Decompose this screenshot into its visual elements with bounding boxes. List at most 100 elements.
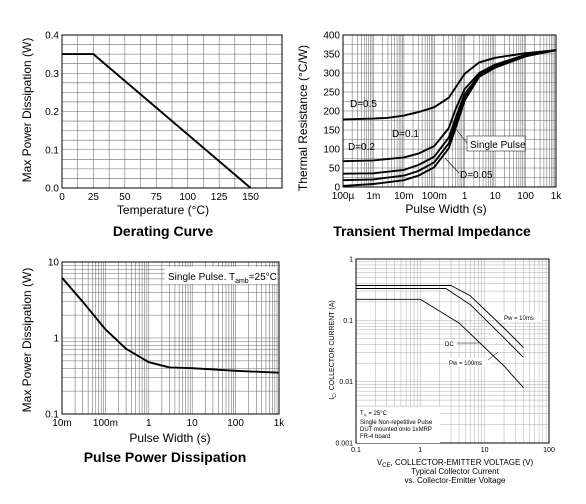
derating-x-label: Temperature (°C) bbox=[117, 203, 209, 217]
single-pulse-box bbox=[466, 135, 526, 152]
pulse-grid bbox=[61, 261, 280, 415]
collector-ticks: 0.1 1 10 100 0.001 0.01 0.1 1 bbox=[335, 256, 554, 454]
pulse-note-box bbox=[165, 267, 277, 284]
y-tick-label: 350 bbox=[323, 50, 340, 61]
y-tick-label: 250 bbox=[323, 88, 340, 99]
thermal-ticks: 100µ 1m 10m 100m 1 10 100 1k 0 50 100 150 200 250 300 3… bbox=[323, 31, 562, 203]
y-tick-label: 1 bbox=[349, 256, 353, 263]
series-line-d-0-2 bbox=[342, 49, 557, 163]
x-tick-label: 0.1 bbox=[351, 447, 361, 454]
x-tick-label: 25 bbox=[88, 192, 100, 203]
x-tick-label: 100 bbox=[517, 191, 534, 202]
x-tick-label: 100m bbox=[93, 418, 118, 429]
y-tick-label: 0.01 bbox=[339, 379, 353, 386]
dc-box bbox=[443, 339, 457, 348]
d005-pointer bbox=[444, 157, 460, 174]
collector-label-pw100: Pw = 100ms bbox=[449, 361, 482, 367]
derating-series bbox=[62, 53, 252, 189]
x-tick-label: 10m bbox=[52, 418, 71, 429]
x-tick-label: 100 bbox=[543, 447, 555, 454]
x-tick-label: 100µ bbox=[332, 191, 355, 202]
pulse-note: Single Pulse. Tamb=25°C bbox=[168, 272, 277, 285]
series-line-pw-10ms bbox=[356, 285, 524, 348]
x-tick-label: 125 bbox=[211, 192, 228, 203]
derating-chart: 0 25 50 75 100 125 150 0.0 0.1 0.2 0.3 0.4 Temperat… bbox=[20, 31, 283, 239]
y-tick-label: 0.1 bbox=[343, 318, 353, 325]
thermal-y-label: Thermal Resistance (°C/W) bbox=[296, 45, 310, 191]
collector-current-chart: 0.1 1 10 100 0.001 0.01 0.1 1 VCE, COLLECTOR-EM… bbox=[329, 256, 555, 485]
derating-grid bbox=[61, 34, 283, 189]
x-tick-label: 10 bbox=[187, 418, 199, 429]
y-tick-label: 100 bbox=[323, 145, 340, 156]
collector-y-label: IC, COLLECTOR CURRENT (A) bbox=[329, 300, 338, 399]
x-tick-label: 1m bbox=[366, 191, 380, 202]
derating-y-label: Max Power Dissipation (W) bbox=[20, 38, 34, 183]
y-tick-label: 0.001 bbox=[335, 440, 353, 447]
pw100-pointer bbox=[487, 351, 499, 361]
x-tick-label: 1 bbox=[462, 191, 468, 202]
y-tick-label: 300 bbox=[323, 69, 340, 80]
pulse-power-chart: 10m 100m 1 10 100 1k 0.1 1 10 Pulse Width (s) Ma… bbox=[20, 258, 285, 466]
collector-label-pw10: Pw = 10ms bbox=[504, 316, 534, 322]
y-tick-label: 50 bbox=[329, 164, 341, 175]
y-tick-label: 1 bbox=[53, 334, 59, 345]
derating-ticks: 0 25 50 75 100 125 150 0.0 0.1 0.2 0.3 0.4 bbox=[45, 31, 259, 204]
pw100-box bbox=[447, 358, 491, 367]
series-line-d-0-5 bbox=[342, 49, 557, 121]
plot-frame bbox=[355, 258, 550, 444]
pulse-title: Pulse Power Dissipation bbox=[84, 449, 247, 465]
x-tick-label: 100 bbox=[227, 418, 244, 429]
x-tick-label: 10 bbox=[481, 447, 489, 454]
x-tick-label: 100 bbox=[179, 192, 196, 203]
y-tick-label: 400 bbox=[323, 31, 340, 42]
pw10-box bbox=[502, 313, 542, 322]
y-tick-label: 150 bbox=[323, 126, 340, 137]
label-d02: D=0.2 bbox=[348, 142, 375, 153]
series-line-main bbox=[61, 277, 280, 374]
thermal-impedance-chart: 100µ 1m 10m 100m 1 10 100 1k 0 50 100 150 200 250 300 3… bbox=[296, 31, 562, 240]
thermal-title: Transient Thermal Impedance bbox=[333, 223, 531, 239]
derating-title: Derating Curve bbox=[113, 223, 214, 239]
pulse-x-label: Pulse Width (s) bbox=[129, 431, 210, 445]
x-tick-label: 0 bbox=[59, 192, 65, 203]
collector-note-1: Single Non-repetitive Pulse bbox=[360, 420, 433, 426]
pulse-ticks: 10m 100m 1 10 100 1k 0.1 1 10 bbox=[45, 258, 285, 430]
collector-note-3: FR-4 board bbox=[360, 434, 390, 440]
series-line-main bbox=[62, 53, 252, 189]
series-line-single-pulse bbox=[342, 49, 557, 187]
collector-note-2: DUT mounted onto 1xMRP bbox=[360, 427, 432, 433]
x-tick-label: 150 bbox=[242, 192, 259, 203]
label-d05: D=0.5 bbox=[350, 99, 377, 110]
collector-ta: TA = 25°C bbox=[360, 411, 388, 418]
y-tick-label: 0.0 bbox=[45, 184, 59, 195]
x-tick-label: 1k bbox=[274, 418, 286, 429]
y-tick-label: 0.4 bbox=[45, 31, 59, 42]
x-tick-label: 50 bbox=[119, 192, 131, 203]
y-tick-label: 200 bbox=[323, 107, 340, 118]
pulse-series bbox=[61, 277, 280, 374]
collector-note-box bbox=[357, 407, 440, 443]
pulse-y-label: Max Power Dissipation (W) bbox=[20, 268, 34, 413]
x-tick-label: 1 bbox=[146, 418, 152, 429]
collector-series bbox=[356, 285, 524, 388]
label-d005: D=0.05 bbox=[460, 170, 493, 181]
collector-subtitle: vs. Collector-Emitter Voltage bbox=[405, 476, 506, 485]
series-line-dc bbox=[356, 298, 524, 388]
collector-title: Typical Collector Current bbox=[411, 467, 499, 476]
single-pulse-pointer bbox=[454, 127, 468, 144]
collector-x-label: VCE, COLLECTOR-EMITTER VOLTAGE (V) bbox=[377, 458, 534, 469]
x-tick-label: 10m bbox=[394, 191, 413, 202]
plot-frame bbox=[61, 261, 280, 415]
thermal-series bbox=[342, 49, 557, 187]
collector-label-dc: DC bbox=[445, 342, 454, 348]
y-tick-label: 0.1 bbox=[45, 410, 59, 421]
y-tick-label: 0 bbox=[334, 183, 340, 194]
x-tick-label: 75 bbox=[151, 192, 163, 203]
plot-frame bbox=[61, 34, 283, 189]
label-single-pulse: Single Pulse bbox=[470, 140, 526, 151]
y-tick-label: 0.2 bbox=[45, 107, 59, 118]
plot-frame bbox=[342, 34, 557, 188]
y-tick-label: 0.1 bbox=[45, 145, 59, 156]
y-tick-label: 10 bbox=[48, 258, 60, 269]
